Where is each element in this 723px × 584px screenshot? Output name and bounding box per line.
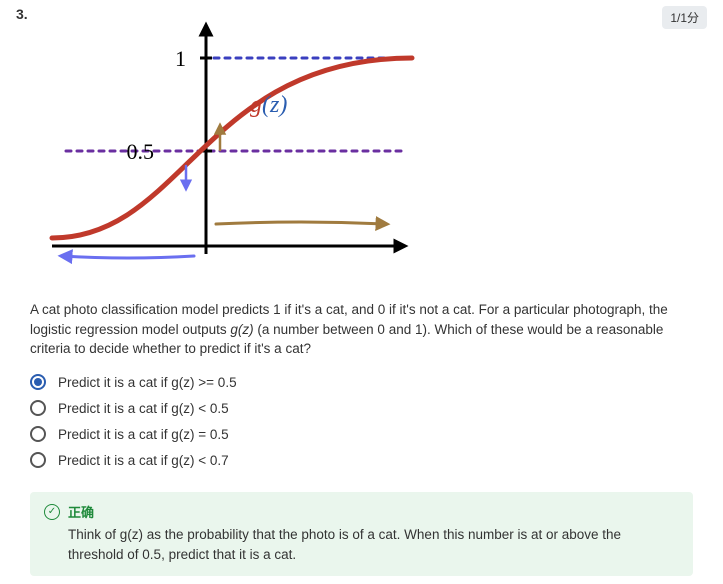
score-badge: 1/1分: [662, 6, 707, 29]
svg-text:0.5: 0.5: [127, 139, 155, 164]
feedback-body: Think of g(z) as the probability that th…: [68, 525, 679, 564]
feedback-header: ✓ 正确: [44, 502, 679, 521]
option-3[interactable]: Predict it is a cat if g(z) = 0.5: [30, 426, 693, 442]
radio-icon: [30, 452, 46, 468]
option-label: Predict it is a cat if g(z) = 0.5: [58, 427, 229, 442]
question-text: A cat photo classification model predict…: [30, 300, 693, 359]
check-circle-icon: ✓: [44, 504, 60, 520]
question-gz: g(z): [230, 322, 253, 337]
question-number: 3.: [16, 6, 28, 22]
option-label: Predict it is a cat if g(z) >= 0.5: [58, 375, 237, 390]
option-label: Predict it is a cat if g(z) < 0.7: [58, 453, 229, 468]
radio-icon: [30, 426, 46, 442]
feedback-box: ✓ 正确 Think of g(z) as the probability th…: [30, 492, 693, 576]
question-line2a: logistic regression model outputs: [30, 322, 230, 337]
options-group: Predict it is a cat if g(z) >= 0.5 Predi…: [30, 374, 693, 478]
option-1[interactable]: Predict it is a cat if g(z) >= 0.5: [30, 374, 693, 390]
question-line3: criteria to decide whether to predict if…: [30, 341, 311, 356]
option-4[interactable]: Predict it is a cat if g(z) < 0.7: [30, 452, 693, 468]
radio-icon: [30, 400, 46, 416]
sigmoid-chart: 1 0.5 g(z): [44, 16, 424, 281]
option-label: Predict it is a cat if g(z) < 0.5: [58, 401, 229, 416]
radio-icon: [30, 374, 46, 390]
question-line2b: (a number between 0 and 1). Which of the…: [254, 322, 664, 337]
svg-text:g(z): g(z): [250, 92, 287, 118]
svg-text:1: 1: [175, 46, 186, 71]
feedback-title: 正确: [68, 502, 94, 521]
question-line1: A cat photo classification model predict…: [30, 302, 668, 317]
option-2[interactable]: Predict it is a cat if g(z) < 0.5: [30, 400, 693, 416]
